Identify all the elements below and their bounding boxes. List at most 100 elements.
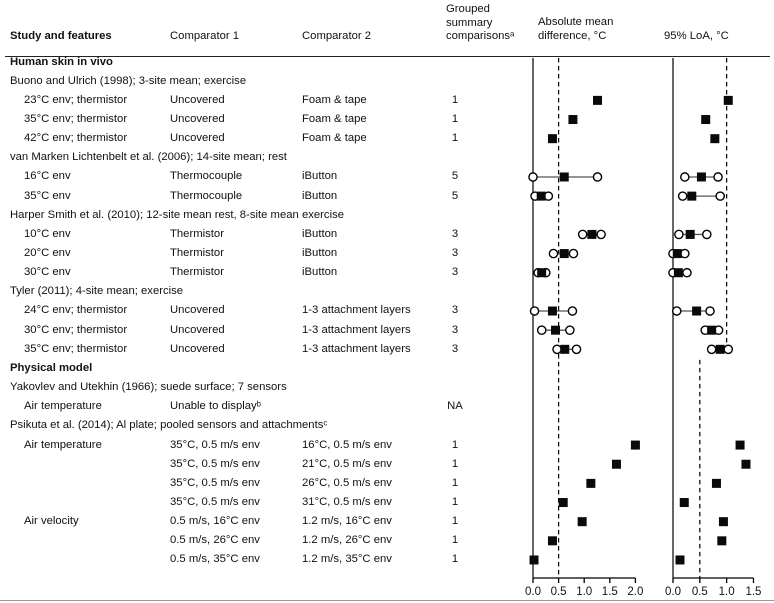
comparator2-cell: 31°C, 0.5 m/s env xyxy=(302,495,392,508)
comparator1-cell: 35°C, 0.5 m/s env xyxy=(170,438,260,451)
x-axis-tick-label: 0.0 xyxy=(665,586,681,598)
study-feature-cell: Harper Smith et al. (2010); 12-site mean… xyxy=(10,208,345,221)
comparator1-cell: 0.5 m/s, 35°C env xyxy=(170,553,260,566)
range-circle-marker xyxy=(671,306,682,316)
comparator1-cell: Uncovered xyxy=(170,112,225,125)
range-circle-marker xyxy=(680,172,690,182)
study-feature-cell: Yakovlev and Utekhin (1966); suede surfa… xyxy=(10,381,287,394)
mean-square-marker xyxy=(611,459,621,469)
range-circle-marker xyxy=(548,248,559,259)
study-feature-cell: van Marken Lichtenbelt et al. (2006); 14… xyxy=(10,151,287,164)
comparator2-cell: iButton xyxy=(302,189,338,202)
mean-square-marker xyxy=(537,268,547,278)
study-header-row: Psikuta et al. (2014); Al plate; pooled … xyxy=(0,416,510,435)
comparator1-cell: Thermistor xyxy=(170,266,224,279)
column-header-comparator1: Comparator 1 xyxy=(170,30,240,42)
study-feature-cell: Human skin in vivo xyxy=(10,55,113,68)
grouped-comparisons-cell: 1 xyxy=(451,515,459,528)
table-row: 35°C, 0.5 m/s env 21°C, 0.5 m/s env 1 xyxy=(0,455,510,474)
comparator2-cell: 1.2 m/s, 35°C env xyxy=(302,553,392,566)
table-row: 35°C env; thermistor Uncovered 1-3 attachm… xyxy=(0,340,510,359)
figure-bottom-rule xyxy=(0,600,774,601)
table-row: 10°C env Thermistor iButton 3 xyxy=(0,225,510,244)
mean-square-marker xyxy=(577,517,587,527)
comparator2-cell: iButton xyxy=(302,266,338,279)
x-axis-tick-label: 2.0 xyxy=(627,586,643,598)
mean-square-marker xyxy=(673,268,683,278)
comparator2-cell: 1.2 m/s, 16°C env xyxy=(302,515,392,528)
grouped-comparisons-cell: 5 xyxy=(451,189,459,202)
mean-square-marker xyxy=(696,172,706,182)
x-axis-tick-label: 0.0 xyxy=(525,586,541,598)
study-feature-cell: 30°C env xyxy=(24,266,71,279)
comparator1-cell: Thermocouple xyxy=(170,189,243,202)
column-header-mean-difference-plot: Absolute mean difference, °C xyxy=(538,16,614,42)
grouped-comparisons-cell: 1 xyxy=(451,457,459,470)
x-axis-tick-label: 0.5 xyxy=(692,586,708,598)
grouped-comparisons-cell: 3 xyxy=(451,247,459,259)
study-feature-cell: 35°C env; thermistor xyxy=(24,342,128,355)
range-circle-marker xyxy=(713,172,723,182)
table-row: 16°C env Thermocouple iButton 5 xyxy=(0,167,510,186)
table-row: 35°C, 0.5 m/s env 31°C, 0.5 m/s env 1 xyxy=(0,493,510,512)
grouped-comparisons-cell: 1 xyxy=(451,476,459,489)
mean-square-marker xyxy=(672,249,682,259)
comparator1-cell: 35°C, 0.5 m/s env xyxy=(170,495,260,508)
comparator2-cell: 21°C, 0.5 m/s env xyxy=(302,457,392,470)
section-header-row: Physical model xyxy=(0,359,510,378)
mean-square-marker xyxy=(718,517,728,527)
study-feature-cell: 23°C env; thermistor xyxy=(24,93,128,106)
range-circle-marker xyxy=(723,344,734,355)
comparator1-cell: 0.5 m/s, 26°C env xyxy=(170,534,260,547)
range-circle-marker xyxy=(529,306,540,316)
section-header-row: Human skin in vivo xyxy=(0,53,510,72)
study-feature-cell: 20°C env xyxy=(24,247,71,259)
range-circle-marker xyxy=(677,191,688,201)
x-axis-tick-label: 1.5 xyxy=(602,586,618,598)
range-circle-marker xyxy=(674,229,684,240)
mean-square-marker xyxy=(547,536,557,546)
column-header-grouped: Grouped summary comparisonsᵃ xyxy=(446,3,515,42)
range-circle-marker xyxy=(552,344,562,355)
table-row: 30°C env; thermistor Uncovered 1-3 attachm… xyxy=(0,321,510,340)
comparator2-cell: 1-3 attachment layers xyxy=(302,342,411,355)
study-header-row: Buono and Ulrich (1998); 3-site mean; ex… xyxy=(0,72,510,91)
mean-square-marker xyxy=(741,459,751,469)
comparator1-cell: Uncovered xyxy=(170,93,225,106)
study-feature-cell: Air velocity xyxy=(24,515,79,528)
mean-square-marker xyxy=(593,95,603,105)
study-feature-cell: 10°C env xyxy=(24,227,71,240)
study-feature-cell: Air temperature xyxy=(24,438,102,451)
table-row: 20°C env Thermistor iButton 3 xyxy=(0,244,510,263)
mean-square-marker xyxy=(707,325,717,335)
study-feature-cell: Air temperature xyxy=(24,400,102,413)
study-feature-cell: Buono and Ulrich (1998); 3-site mean; ex… xyxy=(10,74,247,87)
range-circle-marker xyxy=(567,306,578,316)
mean-square-marker xyxy=(547,306,557,316)
column-header-study: Study and features xyxy=(10,30,112,42)
comparator1-cell: Uncovered xyxy=(170,304,225,317)
table-row: 24°C env; thermistor Uncovered 1-3 attachm… xyxy=(0,301,510,320)
mean-square-marker xyxy=(559,249,569,259)
comparator1-cell: 35°C, 0.5 m/s env xyxy=(170,457,260,470)
table-row: 35°C env; thermistor Uncovered Foam & tape… xyxy=(0,110,510,129)
study-feature-cell: 24°C env; thermistor xyxy=(24,304,128,317)
comparator2-cell: 1-3 attachment layers xyxy=(302,304,411,317)
x-axis-tick-label: 0.5 xyxy=(551,586,567,598)
comparator1-cell: Thermistor xyxy=(170,227,224,240)
comparator2-cell: 1-3 attachment layers xyxy=(302,323,411,336)
range-circle-marker xyxy=(528,172,538,182)
grouped-comparisons-cell: 1 xyxy=(451,112,459,125)
mean-square-marker xyxy=(587,229,597,239)
study-feature-cell: 42°C env; thermistor xyxy=(24,132,128,145)
column-header-comparator2: Comparator 2 xyxy=(302,30,372,42)
study-header-row: Harper Smith et al. (2010); 12-site mean… xyxy=(0,206,510,225)
grouped-comparisons-cell: NA xyxy=(447,400,463,413)
study-feature-cell: Physical model xyxy=(10,361,93,374)
mean-square-marker xyxy=(568,115,578,125)
study-feature-cell: 35°C env; thermistor xyxy=(24,112,128,125)
range-circle-marker xyxy=(715,191,726,201)
table-row: Air temperature 35°C, 0.5 m/s env 16°C, 0.… xyxy=(0,436,510,455)
table-row: 0.5 m/s, 35°C env 1.2 m/s, 35°C env 1 xyxy=(0,550,510,569)
